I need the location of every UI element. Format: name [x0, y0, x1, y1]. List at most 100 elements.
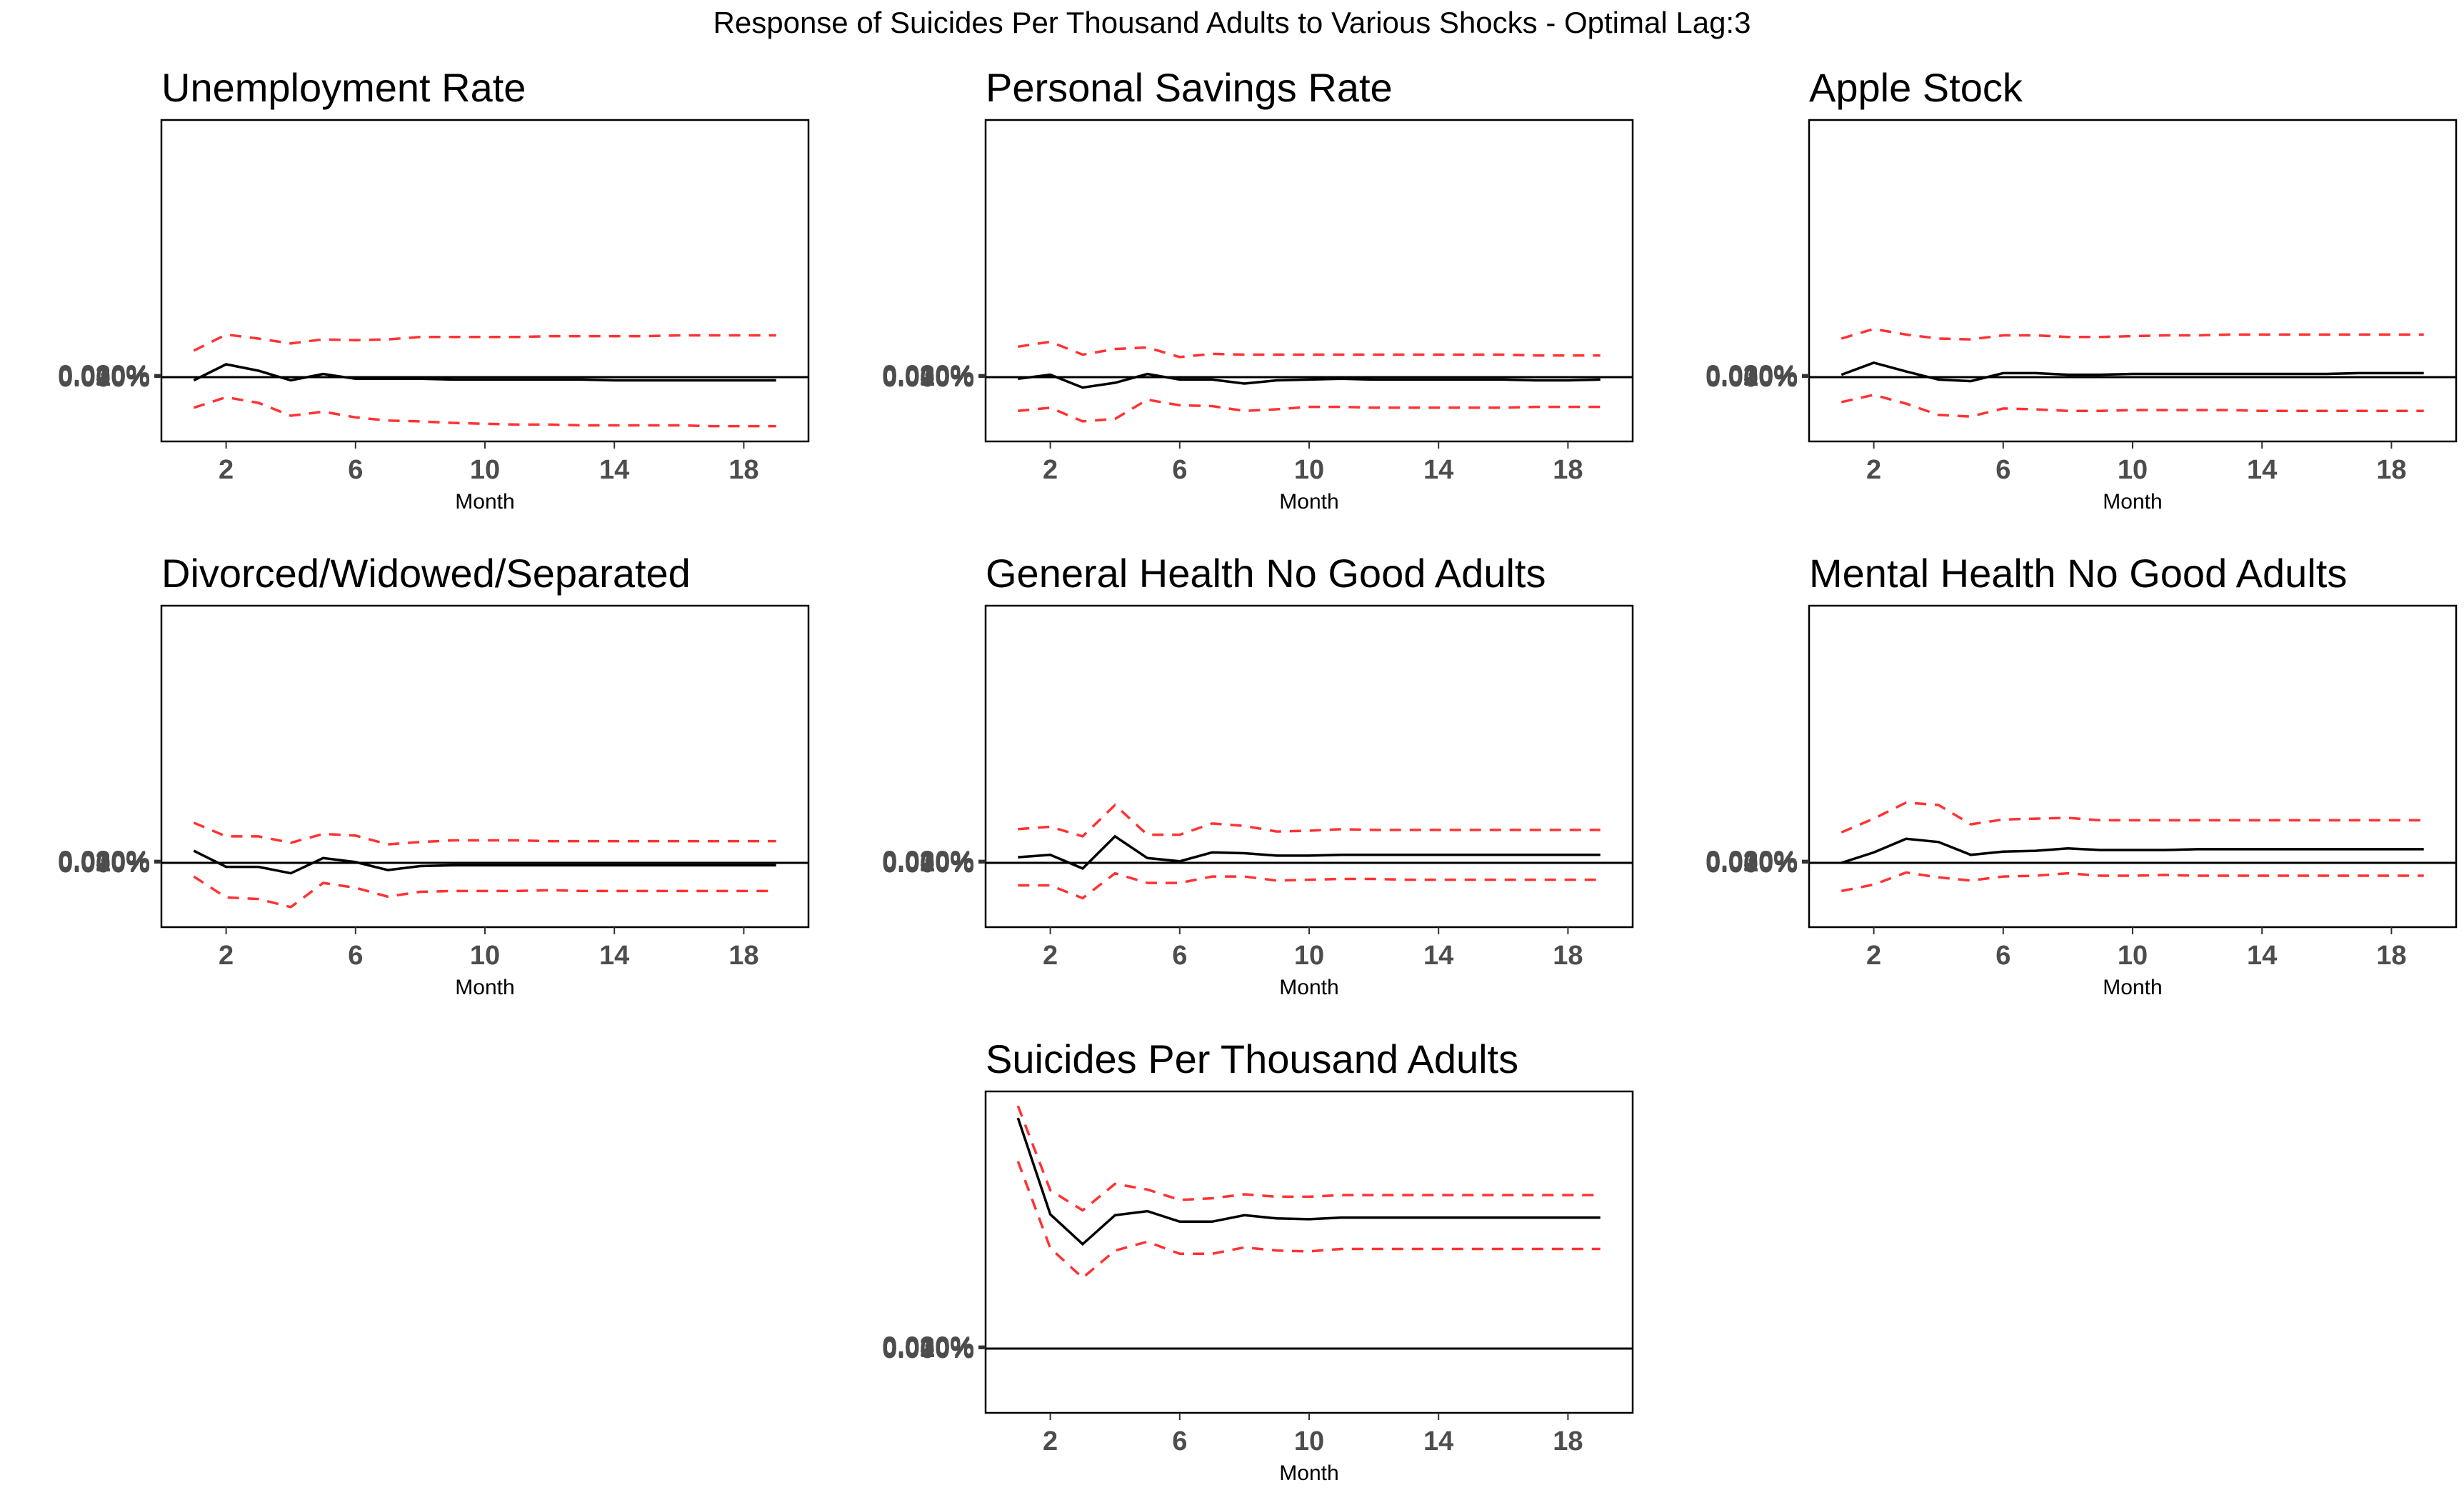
x-axis-label: Month [2103, 976, 2162, 999]
x-tick-label: 6 [348, 941, 363, 971]
x-axis-label: Month [1279, 1461, 1338, 1485]
ci-upper-line [1016, 1105, 1601, 1212]
x-tick-label: 14 [599, 941, 629, 971]
chart-panel-3: Apple Stock 0.000%0.010%0.020%0.030% 2 6 10 1… [1706, 65, 2458, 514]
panel-title: General Health No Good Adults [986, 551, 1546, 596]
y-tick-label: 0.000% [882, 849, 974, 879]
x-tick-label: 6 [1172, 455, 1187, 485]
x-tick-label: 10 [1294, 455, 1324, 485]
x-tick-label: 6 [348, 455, 363, 485]
x-tick-label: 6 [1995, 455, 2010, 485]
panel-title: Unemployment Rate [161, 65, 526, 110]
y-tick-label: 0.000% [1706, 363, 1798, 393]
ci-upper-line [1841, 801, 2424, 834]
x-tick-label: 14 [599, 455, 629, 485]
chart-panel-4: Divorced/Widowed/Separated 0.000%0.010%0.… [58, 551, 810, 999]
y-tick-label: 0.000% [882, 363, 974, 393]
ci-lower-line [193, 396, 776, 428]
x-tick-label: 18 [1553, 455, 1583, 485]
x-axis-label: Month [455, 490, 514, 514]
x-tick-label: 6 [1172, 1426, 1187, 1456]
panel-title: Mental Health No Good Adults [1809, 551, 2347, 596]
ci-upper-line [193, 821, 776, 846]
x-tick-label: 18 [728, 941, 758, 971]
chart-panel-7: Suicides Per Thousand Adults 0.000%0.010%… [882, 1036, 1634, 1485]
x-tick-label: 10 [470, 455, 500, 485]
x-axis-label: Month [1279, 976, 1338, 999]
plot-border [984, 119, 1634, 443]
x-tick-label: 2 [1866, 455, 1881, 485]
chart-panel-2: Personal Savings Rate 0.000%0.010%0.020%0… [882, 65, 1634, 514]
x-tick-label: 18 [1553, 1426, 1583, 1456]
x-axis-label: Month [2103, 490, 2162, 514]
y-tick-label: 0.000% [1706, 849, 1798, 879]
plot-border [160, 119, 810, 443]
response-line [193, 849, 776, 875]
ci-lower-line [193, 875, 776, 909]
y-tick-label: 0.020% [58, 361, 150, 391]
x-tick-label: 2 [219, 455, 234, 485]
y-tick-label: 0.000% [58, 849, 150, 879]
x-tick-label: 14 [2247, 455, 2277, 485]
y-tick-label: 0.000% [882, 1334, 974, 1364]
y-tick-label: 0.030% [1706, 361, 1798, 391]
ci-lower-line [1018, 398, 1601, 423]
plot-border [984, 1090, 1634, 1414]
x-tick-label: 18 [2376, 941, 2406, 971]
ci-upper-line [1018, 803, 1601, 838]
x-tick-label: 10 [1294, 941, 1324, 971]
x-tick-label: 14 [1423, 455, 1453, 485]
y-tick-label: 0.030% [58, 361, 150, 391]
y-tick-label: 0.010% [882, 362, 974, 392]
x-axis-label: Month [455, 976, 514, 999]
x-tick-label: 18 [728, 455, 758, 485]
x-tick-label: 14 [1423, 941, 1453, 971]
x-tick-label: 10 [2118, 455, 2148, 485]
chart-panel-1: Unemployment Rate 0.000%0.010%0.020%0.030… [58, 65, 810, 514]
response-line [1841, 837, 2424, 864]
x-tick-label: 6 [1172, 941, 1187, 971]
panel-title: Suicides Per Thousand Adults [986, 1036, 1518, 1081]
y-tick-label: 0.010% [1706, 848, 1798, 878]
y-tick-label: 0.030% [882, 361, 974, 391]
y-tick-label: 0.020% [1706, 361, 1798, 391]
y-tick-label: 0.020% [882, 1333, 974, 1363]
x-tick-label: 18 [1553, 941, 1583, 971]
y-tick-label: 0.010% [882, 848, 974, 878]
y-tick-label: 0.030% [882, 846, 974, 876]
x-tick-label: 2 [1043, 941, 1058, 971]
y-tick-label: 0.010% [882, 1334, 974, 1364]
x-tick-label: 2 [1043, 1426, 1058, 1456]
x-tick-label: 10 [1294, 1426, 1324, 1456]
ci-lower-line [1018, 871, 1601, 900]
y-tick-label: 0.020% [882, 361, 974, 391]
figure-title: Response of Suicides Per Thousand Adults… [713, 6, 1751, 39]
y-tick-label: 0.020% [58, 847, 150, 877]
y-tick-label: 0.030% [58, 846, 150, 876]
plot-border [1808, 604, 2458, 929]
chart-panel-6: Mental Health No Good Adults 0.000%0.010%… [1706, 551, 2458, 999]
plot-border [1808, 119, 2458, 443]
chart-panel-5: General Health No Good Adults 0.000%0.010… [882, 551, 1634, 999]
y-tick-label: 0.020% [1706, 847, 1798, 877]
response-line [1018, 834, 1601, 870]
x-tick-label: 6 [1995, 941, 2010, 971]
ci-upper-line [1841, 327, 2424, 341]
x-tick-label: 10 [470, 941, 500, 971]
ci-upper-line [193, 333, 776, 352]
ci-lower-line [1841, 871, 2424, 893]
response-line [1018, 372, 1601, 389]
ci-lower-line [1016, 1161, 1601, 1280]
response-line [1841, 361, 2424, 383]
y-tick-label: 0.020% [882, 847, 974, 877]
x-tick-label: 10 [2118, 941, 2148, 971]
x-axis-label: Month [1279, 490, 1338, 514]
x-tick-label: 2 [1043, 455, 1058, 485]
panel-title: Personal Savings Rate [986, 65, 1393, 110]
y-tick-label: 0.000% [58, 363, 150, 393]
plot-border [160, 604, 810, 929]
panel-title: Divorced/Widowed/Separated [161, 551, 691, 596]
x-tick-label: 14 [2247, 941, 2277, 971]
response-line [193, 363, 776, 382]
